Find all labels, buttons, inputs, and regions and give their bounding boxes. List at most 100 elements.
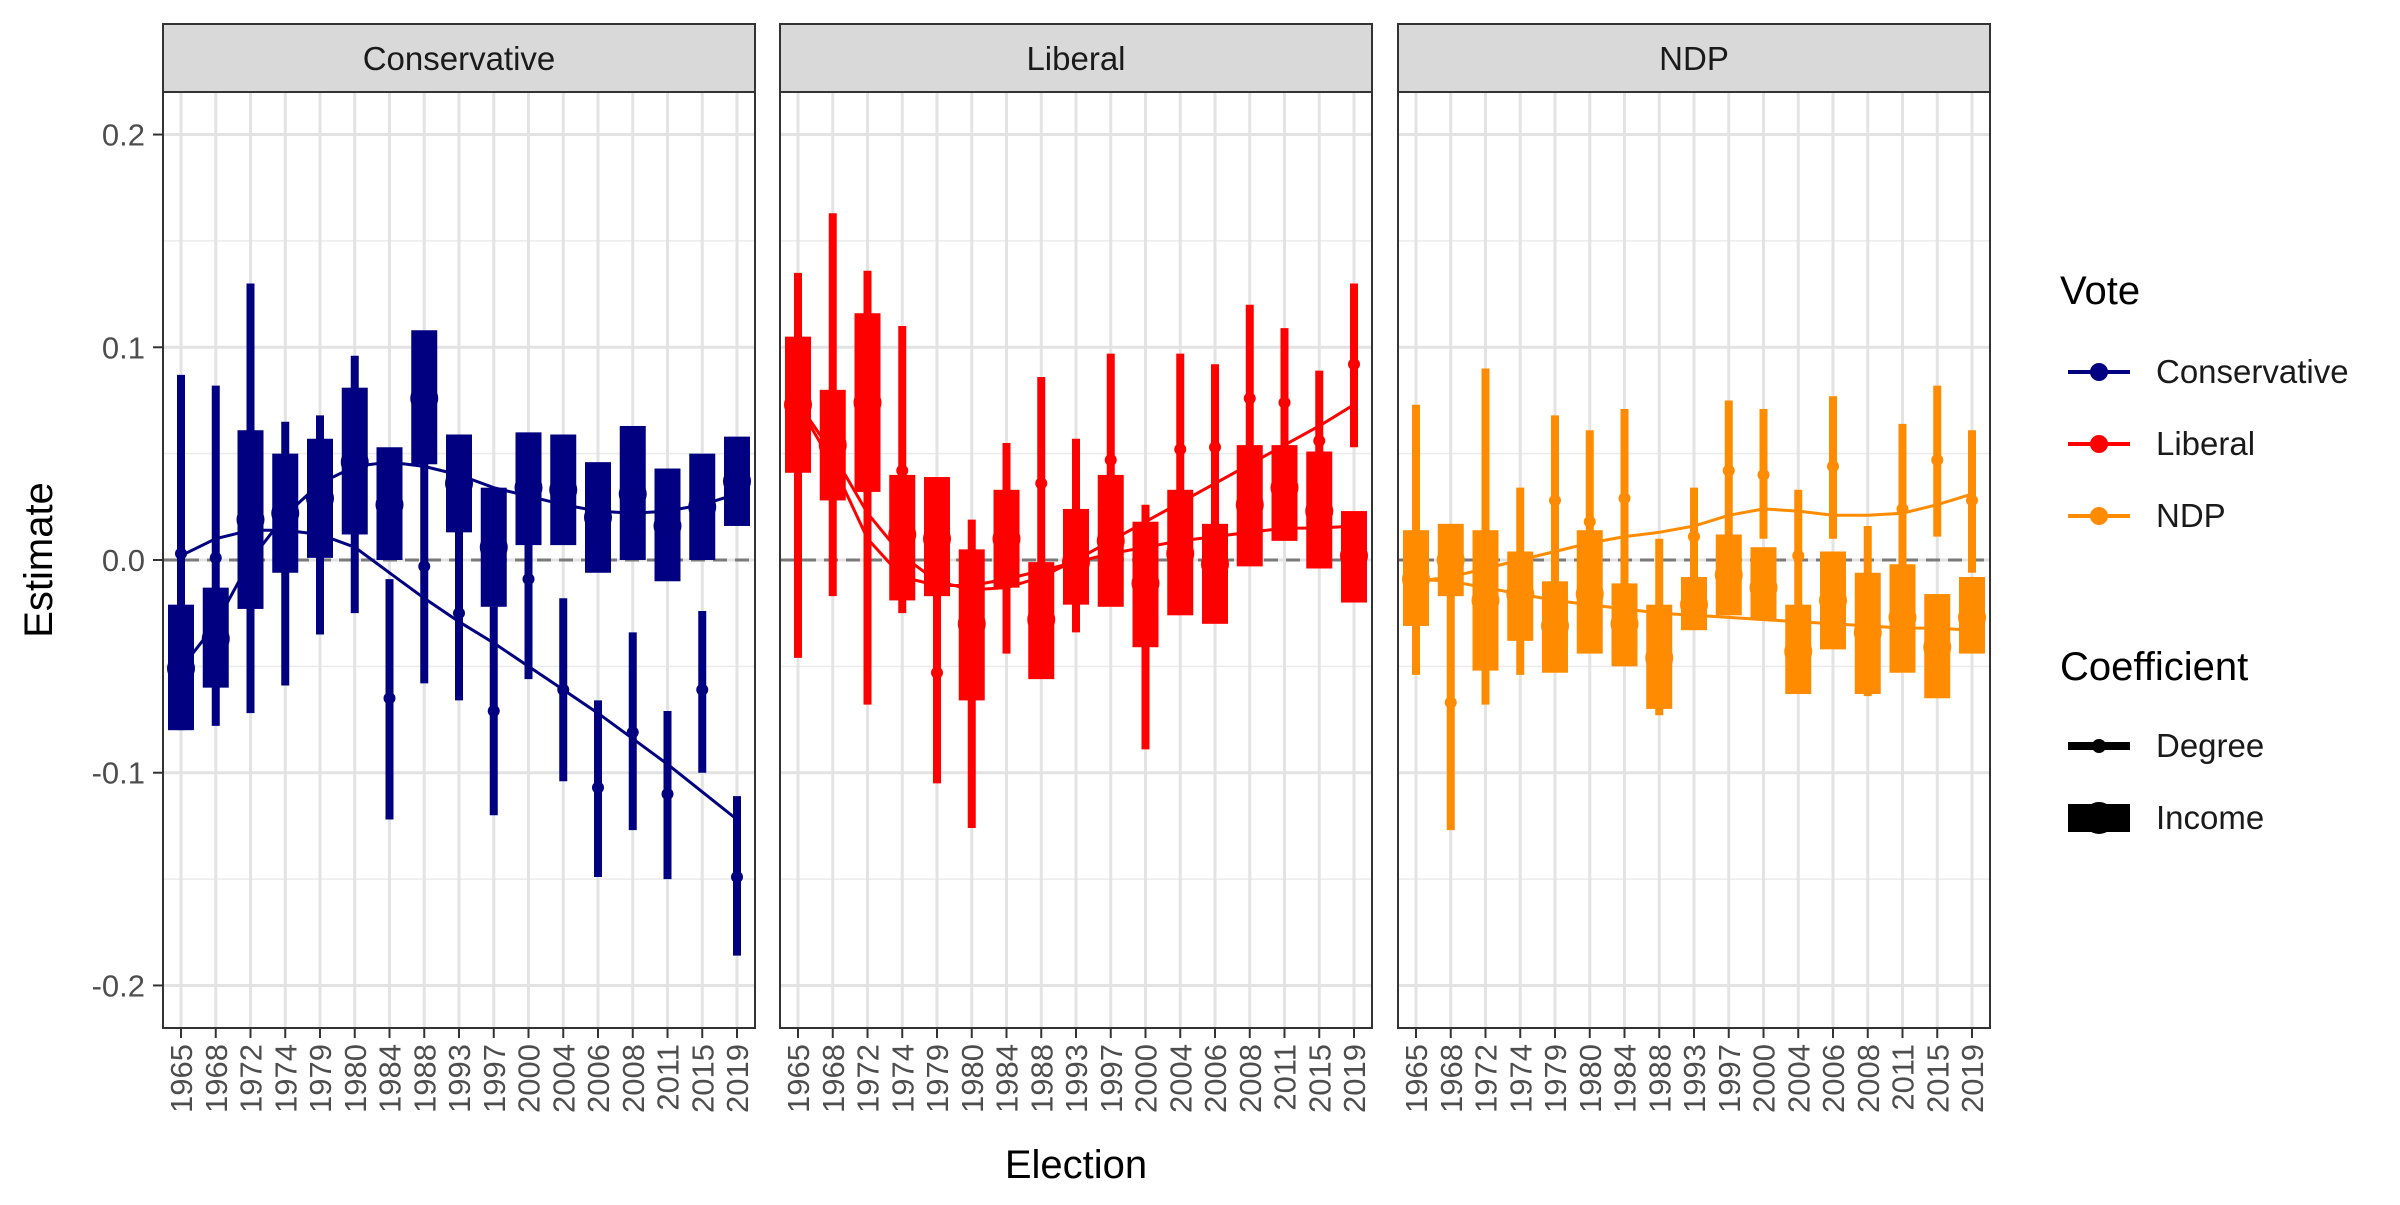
x-tick-label: 2019 <box>1955 1044 1990 1113</box>
degree-point <box>1243 392 1256 405</box>
income-point <box>688 492 717 521</box>
legend-key-point <box>2090 435 2108 453</box>
x-axis-title: Election <box>1005 1143 1147 1187</box>
income-point <box>1340 541 1368 570</box>
facet-strip-label: NDP <box>1659 40 1729 77</box>
income-point <box>957 609 986 638</box>
income-point <box>818 431 847 460</box>
y-tick-label: 0.0 <box>102 543 145 578</box>
x-tick-label: 2011 <box>1268 1044 1303 1111</box>
facet-strip-label: Conservative <box>363 40 556 77</box>
degree-point <box>592 781 604 794</box>
x-tick-label: 1968 <box>199 1044 234 1113</box>
income-point <box>1541 611 1569 640</box>
x-tick-label: 1972 <box>851 1044 886 1113</box>
degree-point <box>1035 477 1048 490</box>
income-point <box>479 533 508 562</box>
degree-point <box>1209 441 1221 454</box>
degree-point <box>557 683 570 696</box>
income-point <box>1645 643 1674 672</box>
income-point <box>1888 603 1917 632</box>
degree-point <box>1722 464 1735 477</box>
income-point <box>653 511 682 540</box>
x-tick-label: 1993 <box>442 1044 477 1113</box>
degree-point <box>626 726 639 739</box>
x-tick-label: 2011 <box>651 1044 686 1111</box>
income-point <box>1923 633 1952 662</box>
x-tick-label: 2019 <box>1337 1044 1372 1113</box>
x-tick-label: 2000 <box>1129 1044 1164 1113</box>
income-point <box>923 524 951 553</box>
x-tick-label: 1974 <box>885 1044 920 1113</box>
x-tick-label: 1988 <box>407 1044 442 1113</box>
income-point <box>1131 569 1160 598</box>
x-tick-label: 1993 <box>1677 1044 1712 1113</box>
income-point <box>1958 603 1986 632</box>
degree-point <box>522 573 535 586</box>
y-axis-title: Estimate <box>17 482 61 638</box>
x-tick-label: 1979 <box>303 1044 338 1113</box>
facet-strip <box>1397 23 1991 93</box>
income-point <box>888 520 917 549</box>
legend-label-vote: Conservative <box>2156 353 2349 390</box>
degree-point <box>1313 434 1326 447</box>
income-point <box>1714 560 1743 589</box>
x-tick-label: 2000 <box>512 1044 547 1113</box>
x-tick-label: 1965 <box>781 1044 816 1113</box>
degree-point <box>1444 696 1457 709</box>
facet-strip <box>162 23 756 93</box>
income-point <box>1402 565 1430 594</box>
x-tick-label: 1997 <box>1712 1044 1747 1113</box>
y-tick-label: -0.1 <box>92 756 145 791</box>
degree-point <box>1174 443 1187 456</box>
x-tick-label: 2000 <box>1747 1044 1782 1113</box>
x-tick-label: 2015 <box>1302 1044 1337 1113</box>
x-tick-label: 2008 <box>616 1044 651 1113</box>
degree-point <box>1966 494 1978 507</box>
x-tick-label: 2008 <box>1851 1044 1886 1113</box>
income-point <box>1096 526 1125 555</box>
income-point <box>1235 490 1264 519</box>
x-tick-label: 1968 <box>1434 1044 1469 1113</box>
legend-label-coefficient: Degree <box>2156 727 2264 764</box>
degree-point <box>896 464 909 477</box>
x-tick-label: 2006 <box>581 1044 616 1113</box>
legend-label-vote: Liberal <box>2156 425 2255 462</box>
x-tick-label: 2015 <box>1920 1044 1955 1113</box>
x-tick-label: 1972 <box>1469 1044 1504 1113</box>
x-tick-label: 1965 <box>1399 1044 1434 1113</box>
degree-point <box>209 551 222 564</box>
x-tick-label: 1988 <box>1024 1044 1059 1113</box>
income-point <box>236 505 265 534</box>
income-point <box>1784 637 1813 666</box>
degree-point <box>1792 549 1805 562</box>
degree-point <box>931 666 943 679</box>
x-tick-label: 1984 <box>990 1044 1025 1113</box>
degree-point <box>1757 468 1770 481</box>
income-point <box>992 524 1021 553</box>
income-point <box>1436 546 1465 574</box>
income-point <box>167 654 195 683</box>
x-tick-label: 1974 <box>1503 1044 1538 1113</box>
degree-point <box>1104 454 1117 467</box>
degree-point <box>1348 358 1360 371</box>
x-tick-label: 1968 <box>816 1044 851 1113</box>
income-point <box>340 448 369 477</box>
degree-point <box>418 560 431 573</box>
x-tick-label: 2006 <box>1816 1044 1851 1113</box>
income-point <box>1062 548 1090 577</box>
income-point <box>723 467 751 496</box>
x-tick-label: 2015 <box>685 1044 720 1113</box>
x-tick-label: 1974 <box>268 1044 303 1113</box>
income-point <box>445 469 473 498</box>
income-point <box>1853 618 1882 647</box>
income-point <box>584 503 612 532</box>
x-tick-label: 1980 <box>338 1044 373 1113</box>
x-tick-label: 2004 <box>1163 1044 1198 1113</box>
degree-point <box>487 705 500 718</box>
x-tick-label: 1988 <box>1642 1044 1677 1113</box>
degree-point <box>696 683 709 696</box>
x-tick-label: 2019 <box>720 1044 755 1113</box>
income-point <box>618 480 647 509</box>
